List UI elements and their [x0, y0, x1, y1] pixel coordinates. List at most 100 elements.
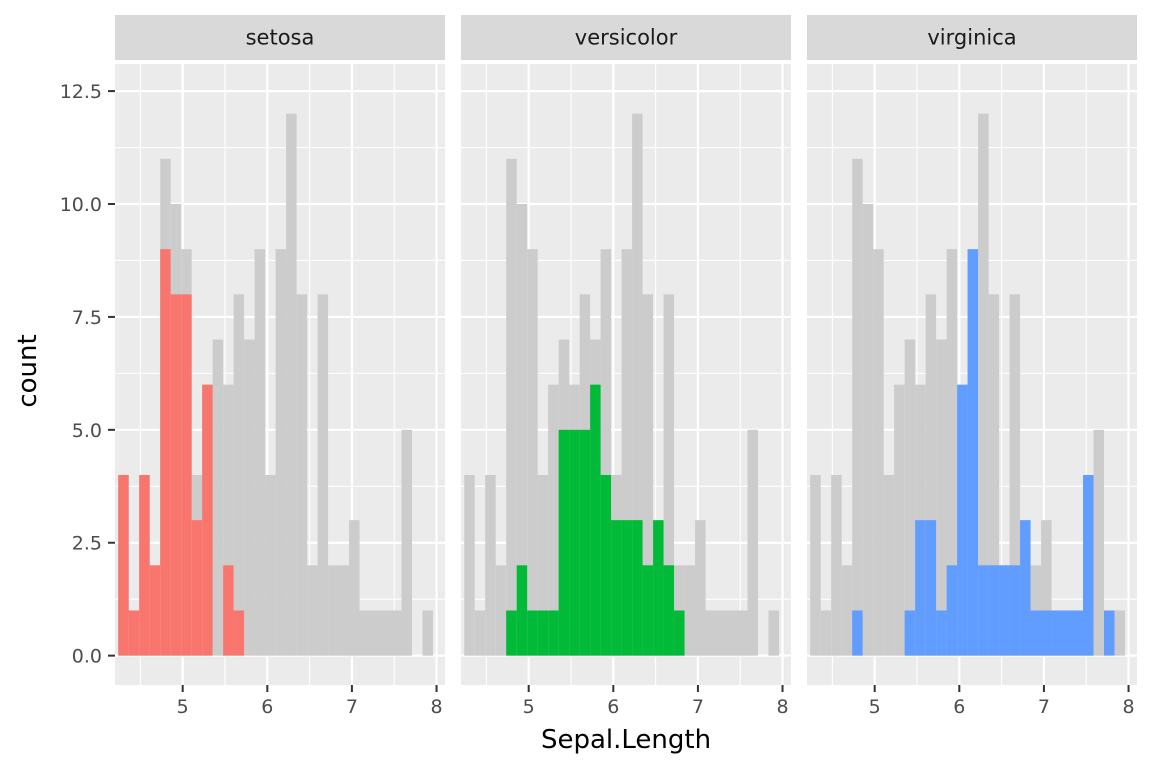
background-bar [936, 339, 947, 656]
background-bar [904, 339, 916, 656]
background-bar [380, 610, 392, 656]
y-axis-title: count [13, 334, 43, 407]
background-bar [831, 474, 842, 656]
bar-versicolor [516, 565, 528, 656]
bar-versicolor [506, 610, 517, 656]
bar-setosa [233, 610, 245, 656]
x-tick-label: 7 [1038, 696, 1050, 718]
bar-virginica [925, 520, 937, 656]
background-bar [988, 294, 1000, 656]
background-bar [883, 474, 895, 656]
background-bar [737, 610, 748, 656]
background-bar [338, 565, 350, 656]
background-bar [600, 249, 612, 656]
background-bar [768, 610, 779, 656]
bar-virginica [1020, 520, 1031, 656]
background-bar [495, 565, 507, 656]
bar-virginica [852, 610, 863, 656]
background-bar [516, 204, 528, 656]
background-bar [537, 474, 549, 656]
bar-setosa [149, 565, 161, 656]
bar-versicolor [600, 474, 612, 656]
background-bar [527, 249, 538, 656]
background-bar [391, 610, 402, 656]
strip-label: setosa [246, 26, 315, 50]
background-bar [212, 339, 224, 656]
background-bar [223, 384, 234, 656]
bar-setosa [181, 294, 192, 656]
bar-versicolor [611, 520, 622, 656]
background-bar [862, 204, 874, 656]
background-bar [307, 565, 318, 656]
y-axis: 0.0 2.5 5.0 7.5 10.0 12.5 [60, 81, 115, 668]
bar-virginica [1083, 474, 1094, 656]
x-tick-label: 5 [177, 696, 189, 718]
panel-setosa: setosa 5 6 7 8 [115, 15, 445, 718]
bar-virginica [988, 565, 1000, 656]
bar-virginica [946, 565, 958, 656]
bar-virginica [1030, 610, 1042, 656]
x-tick-label: 6 [261, 696, 273, 718]
background-bar [464, 474, 475, 656]
bar-virginica [1072, 610, 1084, 656]
background-bar [747, 429, 758, 656]
background-bar [422, 610, 433, 656]
strip-background [461, 15, 791, 60]
x-tick-label: 8 [1122, 696, 1134, 718]
y-tick-label: 5.0 [72, 420, 102, 442]
background-bar [254, 249, 266, 656]
background-bar [705, 610, 717, 656]
bar-setosa [139, 474, 150, 656]
bar-setosa [128, 610, 140, 656]
bar-setosa [118, 474, 129, 656]
x-tick-label: 8 [430, 696, 442, 718]
bar-versicolor [674, 610, 685, 656]
background-bar [275, 249, 287, 656]
x-axis-title: Sepal.Length [541, 725, 711, 755]
background-bar [244, 339, 255, 656]
background-bar [317, 294, 329, 656]
background-bar [632, 113, 643, 656]
x-tick-label: 6 [607, 696, 619, 718]
bar-versicolor [642, 565, 654, 656]
bar-setosa [223, 565, 234, 656]
background-bar [370, 610, 381, 656]
x-tick-label: 7 [692, 696, 704, 718]
panel-versicolor: versicolor 5 6 7 8 [461, 15, 791, 718]
background-bar [852, 158, 863, 656]
y-tick-label: 12.5 [60, 81, 102, 103]
bar-setosa [202, 384, 213, 656]
background-bar [548, 384, 559, 656]
bar-setosa [191, 520, 203, 656]
background-bar [296, 294, 308, 656]
panels-layer: setosa 5 6 7 8 versicolor 5 6 7 8 virginica 5 6 7 8 [115, 15, 1137, 718]
bar-virginica [1041, 610, 1052, 656]
bar-virginica [904, 610, 916, 656]
background-bar [1009, 294, 1021, 656]
strip-label: virginica [927, 26, 1016, 50]
x-tick-label: 6 [953, 696, 965, 718]
bar-virginica [1009, 565, 1021, 656]
bar-versicolor [548, 610, 559, 656]
background-bar [506, 158, 517, 656]
bar-setosa [160, 249, 171, 656]
panel-virginica: virginica 5 6 7 8 [807, 15, 1137, 718]
background-bar [233, 294, 245, 656]
background-bar [810, 474, 821, 656]
strip-background [807, 15, 1137, 60]
background-bar [820, 610, 832, 656]
background-bar [359, 610, 371, 656]
y-tick-label: 0.0 [72, 646, 102, 668]
background-bar [684, 565, 696, 656]
bar-versicolor [527, 610, 538, 656]
x-tick-label: 8 [776, 696, 788, 718]
background-bar [286, 113, 297, 656]
bar-versicolor [579, 429, 591, 656]
background-bar [726, 610, 738, 656]
background-bar [328, 565, 339, 656]
background-bar [265, 474, 276, 656]
bar-virginica [936, 610, 947, 656]
background-bar [873, 249, 884, 656]
bar-virginica [957, 384, 968, 656]
bar-versicolor [569, 429, 580, 656]
